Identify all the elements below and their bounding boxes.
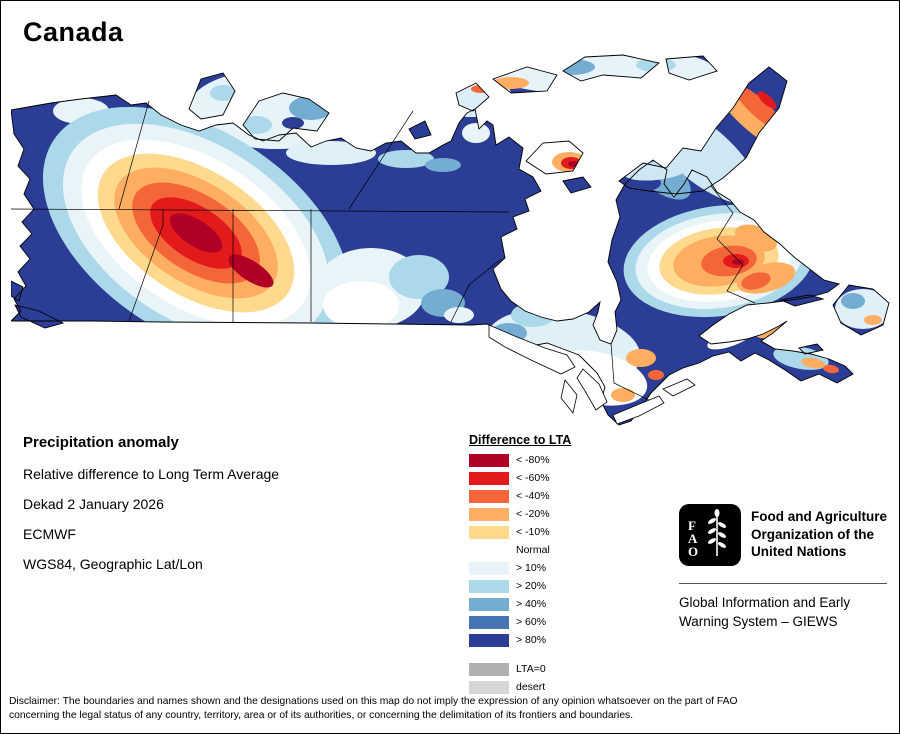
legend-label: < -20% xyxy=(516,508,550,520)
legend-label: > 60% xyxy=(516,616,547,628)
legend-item: > 20% xyxy=(469,579,571,593)
legend-item: > 10% xyxy=(469,561,571,575)
legend-swatch xyxy=(469,543,509,557)
legend-item: < -40% xyxy=(469,489,571,503)
legend-item: > 60% xyxy=(469,615,571,629)
legend-item: Normal xyxy=(469,543,571,557)
fao-attribution-block: F A O Food and Agriculture xyxy=(679,504,887,632)
map-layer-title: Precipitation anomaly xyxy=(23,434,179,451)
fao-logo-letter-a: A xyxy=(688,531,698,546)
legend-label: desert xyxy=(516,681,546,693)
legend-swatch xyxy=(469,597,509,611)
fao-logo-emblem: F A O xyxy=(688,509,727,559)
legend-title: Difference to LTA xyxy=(469,433,572,447)
anomaly-raster-layer xyxy=(11,55,889,425)
fao-logo-letter-f: F xyxy=(688,518,696,533)
map-projection: WGS84, Geographic Lat/Lon xyxy=(23,556,203,572)
divider xyxy=(679,583,887,584)
legend-label: < -40% xyxy=(516,490,550,502)
legend-swatch xyxy=(469,453,509,467)
fao-logo: F A O xyxy=(679,504,741,566)
legend-label: Normal xyxy=(516,544,550,556)
legend-label: > 10% xyxy=(516,562,547,574)
disclaimer-line-1: Disclaimer: The boundaries and names sho… xyxy=(9,696,738,707)
wheat-grain xyxy=(714,509,720,517)
fao-logo-letter-o: O xyxy=(688,544,698,559)
legend-item: > 40% xyxy=(469,597,571,611)
legend-item: < -60% xyxy=(469,471,571,485)
canada-map-svg xyxy=(9,54,890,426)
legend-label: < -10% xyxy=(516,526,550,538)
page-title: Canada xyxy=(23,17,124,47)
great-lakes-layer xyxy=(488,324,696,425)
map-dekad: Dekad 2 January 2026 xyxy=(23,496,164,512)
legend-swatch xyxy=(469,561,509,575)
disclaimer-text: Disclaimer: The boundaries and names sho… xyxy=(9,695,897,723)
legend-swatch xyxy=(469,633,509,647)
legend-swatch xyxy=(469,680,509,694)
legend-item: desert xyxy=(469,680,571,694)
legend-label: LTA=0 xyxy=(516,663,546,675)
map-info-block: Precipitation anomaly Relative differenc… xyxy=(23,434,279,586)
legend-label: > 40% xyxy=(516,598,547,610)
legend-label: < -80% xyxy=(516,454,550,466)
legend-label: > 80% xyxy=(516,634,547,646)
map-source: ECMWF xyxy=(23,526,76,542)
legend-label: > 20% xyxy=(516,580,547,592)
giews-label: Global Information and Early Warning Sys… xyxy=(679,595,851,629)
fao-org-name: Food and Agriculture Organization of the… xyxy=(751,509,887,560)
legend-swatch xyxy=(469,662,509,676)
legend-item: LTA=0 xyxy=(469,662,571,676)
precipitation-anomaly-map xyxy=(9,53,891,431)
legend-swatch xyxy=(469,525,509,539)
legend-swatch xyxy=(469,507,509,521)
disclaimer-line-2: concerning the legal status of any count… xyxy=(9,710,634,722)
legend-swatch xyxy=(469,489,509,503)
legend-swatch xyxy=(469,471,509,485)
legend-label: < -60% xyxy=(516,472,550,484)
legend-gap xyxy=(469,651,571,662)
coastline-layer xyxy=(9,54,890,426)
legend-item: < -80% xyxy=(469,453,571,467)
province-borders-layer xyxy=(10,100,756,406)
legend-item: > 80% xyxy=(469,633,571,647)
legend-swatch xyxy=(469,579,509,593)
legend-item: < -20% xyxy=(469,507,571,521)
map-legend: Difference to LTA < -80% < -60% < -40% <… xyxy=(469,433,571,698)
legend-item: < -10% xyxy=(469,525,571,539)
map-layer-subtitle: Relative difference to Long Term Average xyxy=(23,466,280,482)
legend-swatch xyxy=(469,615,509,629)
